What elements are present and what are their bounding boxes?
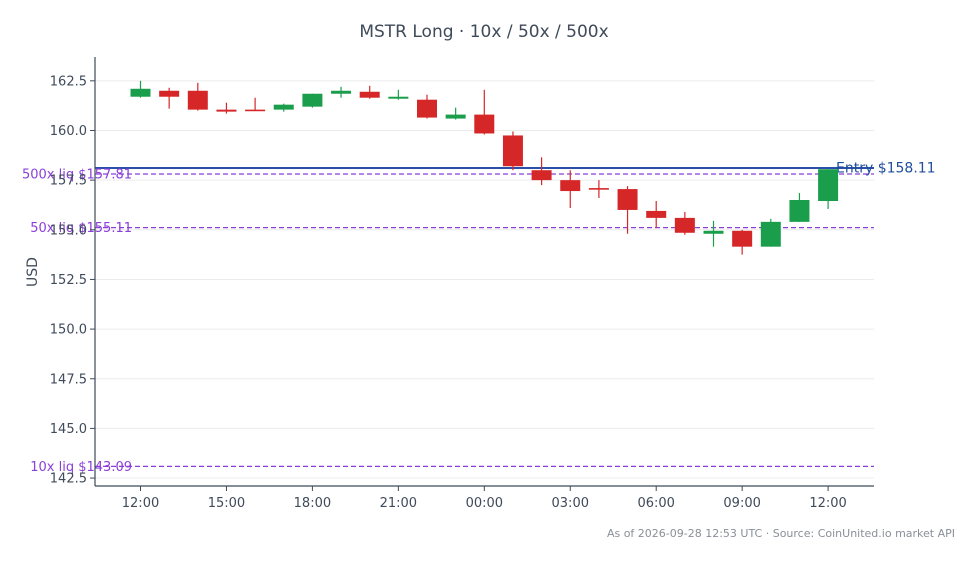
candle-body (646, 210, 667, 218)
candle-body (388, 96, 409, 99)
candle-body (245, 109, 266, 112)
y-tick-label: 155.0 (50, 223, 87, 238)
candle-body (703, 230, 724, 234)
candle-body (302, 93, 323, 107)
candle-body (474, 114, 495, 134)
candle-body (588, 188, 609, 190)
x-tick-label: 21:00 (380, 496, 417, 511)
candle-body (789, 200, 810, 222)
footer-source: As of 2026-09-28 12:53 UTC · Source: Coi… (607, 527, 955, 540)
x-tick-label: 03:00 (552, 496, 589, 511)
y-tick-label: 160.0 (50, 124, 87, 139)
liquidation-label: 500x liq $157.81 (22, 167, 132, 182)
x-tick-label: 00:00 (466, 496, 503, 511)
liquidation-label: 50x liq $155.11 (30, 221, 132, 236)
candle-body (617, 189, 638, 210)
candle-body (187, 90, 208, 110)
candle-body (417, 99, 437, 118)
x-tick-label: 15:00 (208, 496, 245, 511)
y-tick-label: 152.5 (50, 273, 87, 288)
axes: 142.5 145.0 147.5 150.0 152.5 155.0 157.5 160.0… (50, 57, 874, 511)
y-tick-label: 145.0 (50, 422, 87, 437)
candle-body (445, 114, 466, 119)
candle-body (560, 180, 581, 192)
y-tick-label: 162.5 (50, 74, 87, 89)
candle-body (273, 104, 294, 110)
x-tick-label: 12:00 (122, 496, 159, 511)
x-tick-label: 18:00 (294, 496, 331, 511)
entry-price-label: Entry $158.11 (836, 161, 936, 177)
y-tick-label: 150.0 (50, 323, 87, 338)
y-tick-label: 142.5 (50, 472, 87, 487)
candle-body (359, 91, 380, 98)
candle-body (159, 90, 180, 97)
x-tick-label: 12:00 (809, 496, 846, 511)
candle-body (502, 135, 523, 167)
candle-body (760, 221, 781, 247)
y-axis-label: USD (25, 257, 41, 287)
candle-body (216, 109, 237, 112)
candle-body (818, 169, 839, 201)
candle-body (130, 88, 151, 97)
candle-body (531, 170, 552, 181)
x-tick-label: 06:00 (637, 496, 674, 511)
y-tick-label: 147.5 (50, 372, 87, 387)
candle-body (674, 217, 695, 233)
grid-lines (95, 80, 874, 479)
candle-body (331, 90, 352, 94)
candle-body (732, 230, 753, 247)
reference-lines: Entry $158.11 500x liq $157.81 50x liq $15… (22, 161, 936, 475)
y-tick-label: 157.5 (50, 174, 87, 189)
candles (130, 80, 839, 255)
liquidation-label: 10x liq $143.09 (30, 460, 132, 475)
chart-title: MSTR Long · 10x / 50x / 500x (359, 22, 608, 42)
x-tick-label: 09:00 (723, 496, 760, 511)
